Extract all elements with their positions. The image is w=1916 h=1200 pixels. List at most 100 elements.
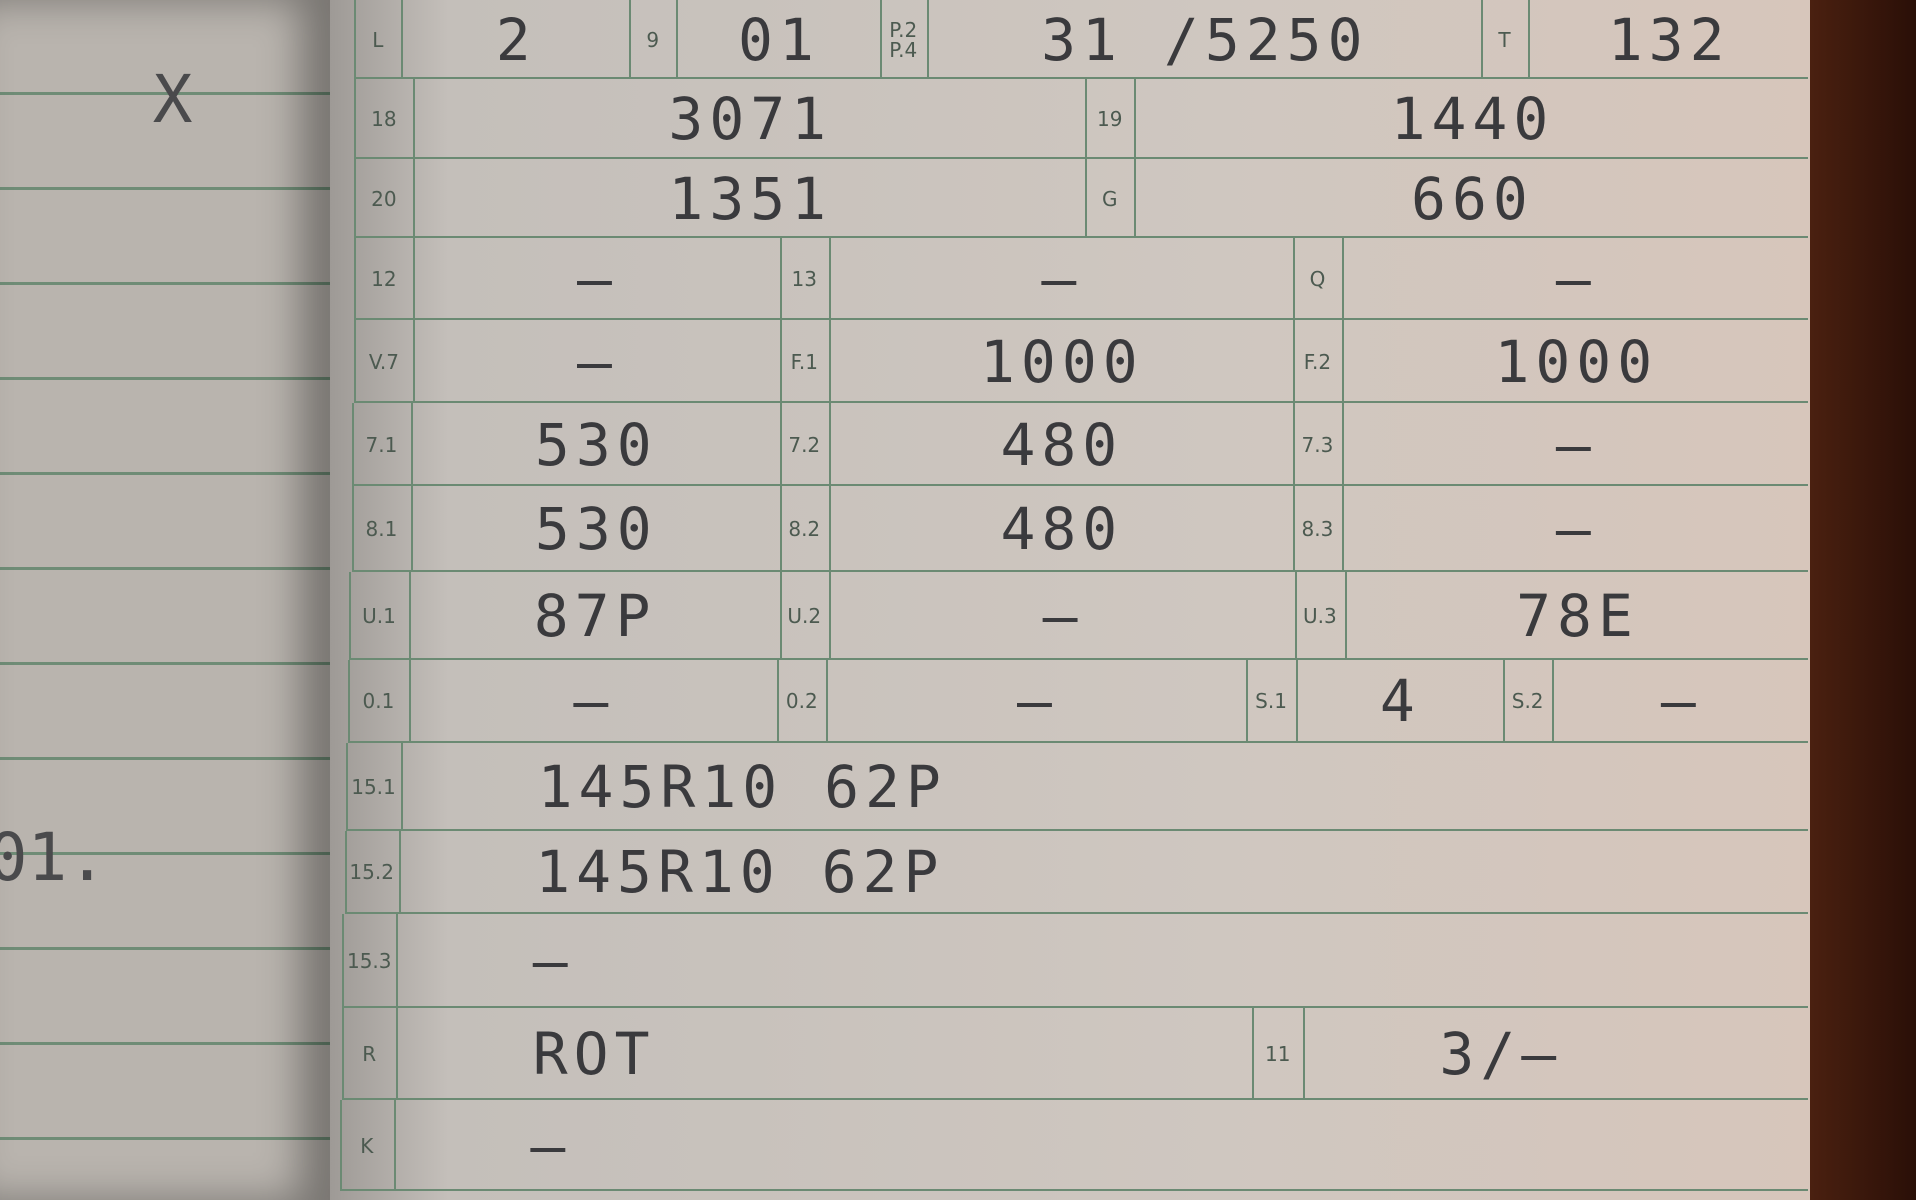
field-value: 2 [495,5,537,74]
field-value: 1000 [1494,327,1659,396]
left-page-text: 01. [0,818,107,896]
table-edge [1810,0,1916,1200]
field-label: P.2 P.4 [880,0,929,80]
form-cell [354,320,780,404]
form-cell [1085,158,1809,239]
form-cell [629,0,880,80]
form-cell [1292,403,1809,487]
field-value: 1000 [980,327,1144,396]
field-label: F.2 [1293,320,1345,404]
field-value: ROT [532,1019,656,1088]
form-cell [1292,486,1809,572]
field-value: 145R10 62P [537,752,947,821]
form-cell [354,0,630,80]
field-value: 1440 [1390,85,1555,154]
field-value: – [577,327,618,396]
form-cell [1292,320,1809,404]
field-value: 480 [1000,495,1124,564]
field-label: F.1 [780,320,831,404]
field-value: – [1555,410,1597,479]
field-value: 530 [534,495,658,564]
form-cell [342,1008,1253,1100]
field-label: Q [1293,238,1345,321]
field-value: 3071 [668,85,833,154]
field-label: 15.3 [342,914,399,1009]
field-label: S.2 [1503,659,1555,743]
field-label: 9 [629,0,679,80]
form-cell [779,238,1293,321]
field-value: 660 [1411,164,1534,233]
field-label: 19 [1085,79,1137,159]
field-value: – [1555,495,1597,564]
field-value: 1351 [668,164,833,233]
left-page: X 01. [0,0,330,1200]
form-cell [879,0,1481,80]
field-label: 0.1 [348,659,411,743]
field-label: 7.2 [780,403,831,487]
field-value: – [1016,667,1058,736]
field-value: 01 [738,5,820,74]
form-cell [351,486,780,572]
form-cell [1295,571,1809,660]
field-value: – [530,1111,572,1180]
form-cell [1480,0,1809,80]
field-value: 3/– [1439,1019,1563,1088]
field-value: 530 [534,410,658,479]
form-cell [345,742,1809,831]
field-label: 18 [354,79,416,159]
field-label: 11 [1252,1008,1306,1100]
field-label: 8.1 [352,486,413,572]
field-label: 15.2 [345,830,401,914]
form-cell [1246,659,1503,743]
form-cell [1502,659,1809,743]
field-value: 87P [533,581,657,650]
field-label: 0.2 [777,659,829,743]
field-label: 8.2 [780,486,831,572]
form-cell [354,238,780,321]
left-page-text: X [152,61,193,139]
form-cell [779,486,1293,572]
field-label: V.7 [354,320,416,404]
field-value: 4 [1379,667,1421,736]
field-value: – [573,667,615,736]
form-cell [354,158,1086,239]
form-cell [779,571,1296,660]
form-cell [348,659,778,743]
field-value: – [532,927,574,996]
field-label: 7.3 [1293,403,1345,487]
field-value: 145R10 62P [535,838,945,907]
form-cell [1252,1008,1809,1100]
field-label: L [354,0,404,80]
field-value: 132 [1607,5,1731,74]
field-label: 8.3 [1293,486,1345,572]
field-label: 7.1 [352,403,413,487]
field-label: 15.1 [346,742,404,831]
field-label: T [1481,0,1530,80]
field-value: – [577,245,618,314]
field-value: – [1660,667,1702,736]
field-value: – [1042,581,1084,650]
form-cell [354,79,1086,159]
form-cell [344,830,1809,914]
field-label: K [340,1099,396,1192]
form-cell [339,1099,1809,1192]
field-value: 78E [1516,581,1639,650]
form-cell [779,320,1293,404]
field-label: U.1 [349,571,411,660]
field-label: 13 [780,238,831,321]
field-label: S.1 [1246,659,1298,743]
form-cell [1085,79,1809,159]
field-label: U.3 [1295,571,1347,660]
field-label: R [342,1008,399,1100]
form-cell [349,571,780,660]
form-cell [779,403,1293,487]
form-cell [1292,238,1809,321]
field-value: – [1041,245,1083,314]
field-label: G [1085,158,1137,239]
field-value: – [1555,245,1597,314]
field-label: 20 [354,158,416,239]
form-cell [777,659,1247,743]
field-label: U.2 [780,571,831,660]
form-cell [351,403,780,487]
